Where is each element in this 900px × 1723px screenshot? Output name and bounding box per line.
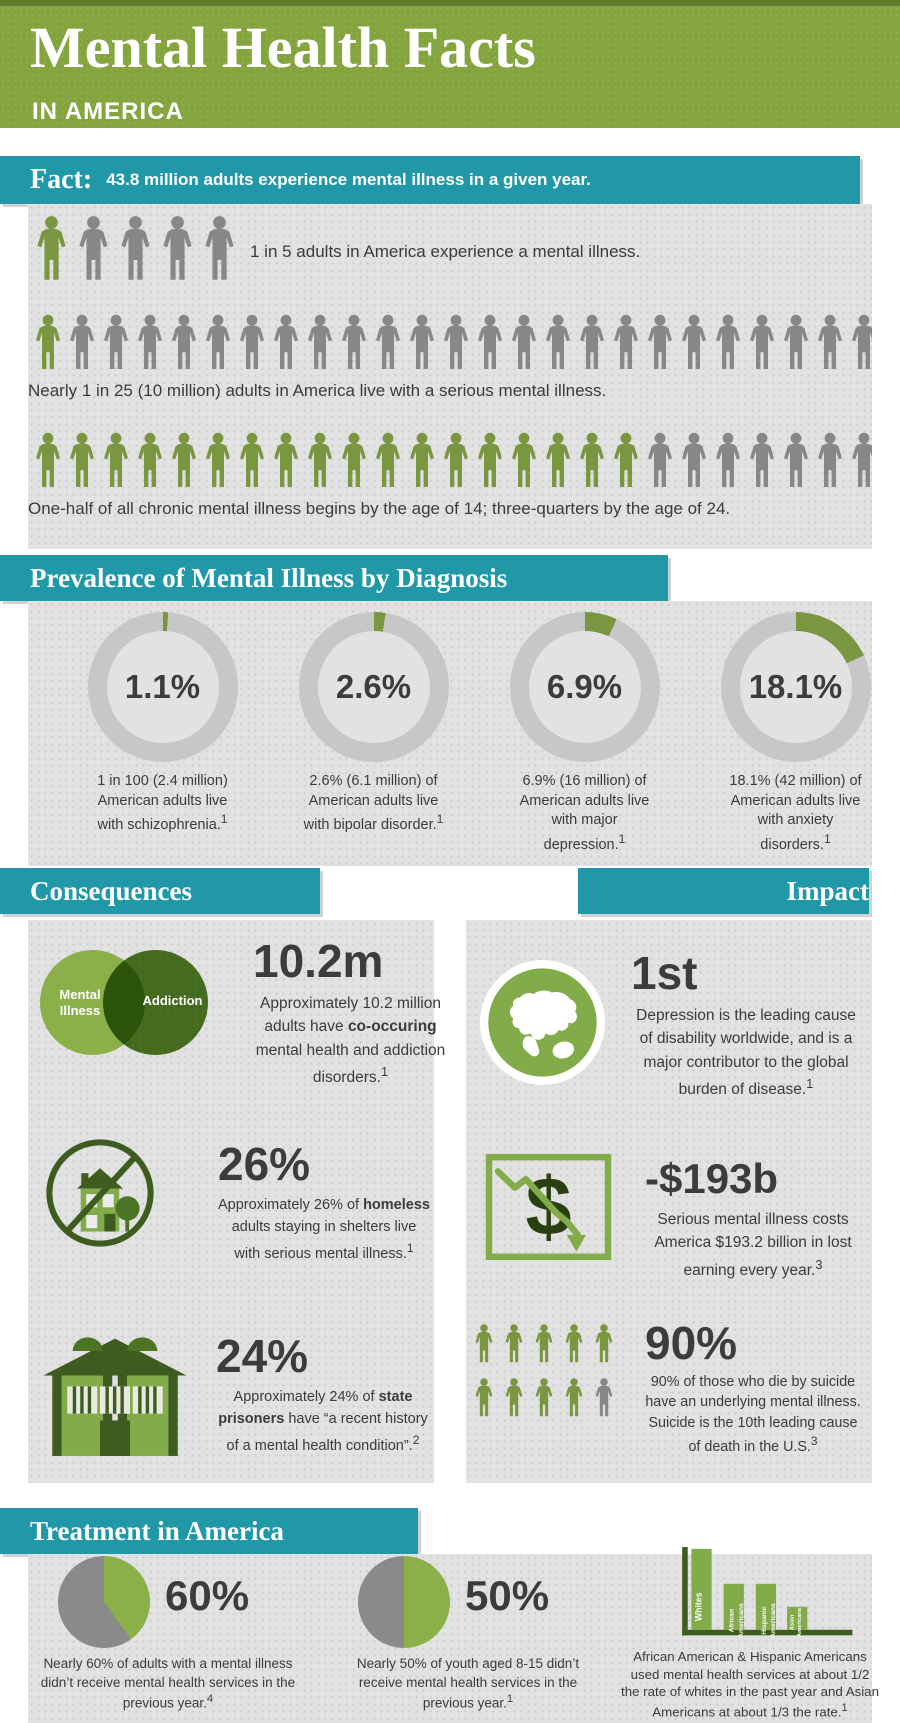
svg-text:Americans: Americans: [738, 1603, 745, 1638]
svg-text:Asian: Asian: [790, 1614, 796, 1630]
svg-text:Hispanic: Hispanic: [761, 1606, 768, 1635]
svg-text:Americans: Americans: [770, 1603, 777, 1638]
svg-text:Americans: Americans: [797, 1608, 803, 1637]
svg-text:African: African: [729, 1609, 736, 1632]
svg-text:Whites: Whites: [694, 1592, 704, 1621]
